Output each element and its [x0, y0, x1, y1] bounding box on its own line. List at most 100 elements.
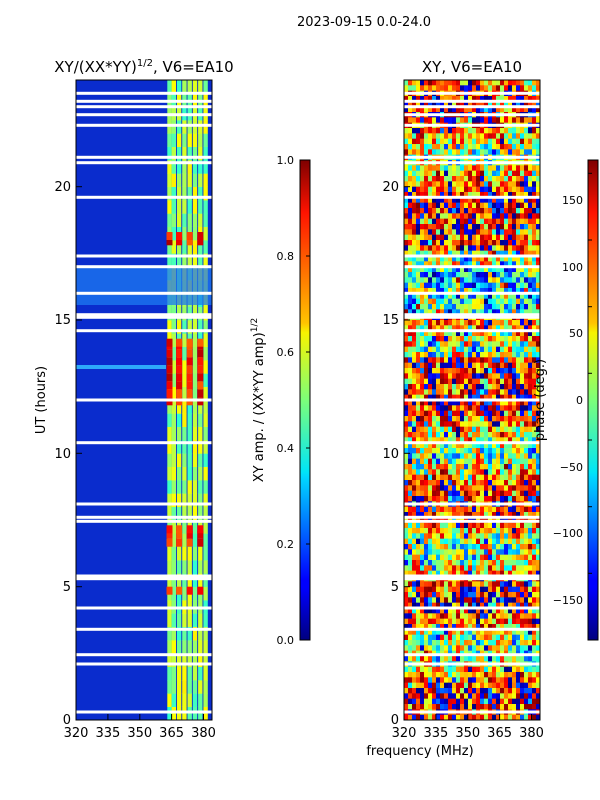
phase-cell	[408, 464, 413, 470]
phase-cell	[528, 704, 533, 710]
phase-cell	[516, 234, 521, 241]
phase-cell	[404, 288, 409, 294]
phase-cell	[464, 677, 469, 683]
phase-cell	[520, 128, 525, 134]
phase-cell	[456, 453, 461, 459]
phase-cell	[516, 170, 521, 177]
phase-cell	[480, 560, 485, 566]
phase-cell	[468, 586, 473, 593]
phase-cell	[488, 373, 493, 379]
phase-cell	[424, 453, 429, 459]
phase-cell	[452, 325, 457, 331]
phase-cell	[480, 565, 485, 571]
phase-cell	[496, 245, 501, 251]
phase-cell	[452, 197, 457, 203]
phase-cell	[488, 234, 493, 241]
phase-cell	[464, 208, 469, 214]
phase-cell	[404, 266, 409, 273]
phase-cell	[516, 528, 521, 534]
phase-cell	[460, 688, 465, 694]
phase-cell	[500, 389, 505, 395]
phase-cell	[408, 672, 413, 678]
phase-cell	[428, 117, 433, 123]
amplitude-flagged-rows	[76, 91, 212, 714]
phase-cell	[460, 602, 465, 609]
phase-cell	[468, 432, 473, 438]
phase-cell	[472, 682, 477, 689]
phase-cell	[472, 197, 477, 203]
phase-cell	[460, 266, 465, 273]
phase-cell	[524, 437, 529, 443]
phase-cell	[504, 197, 509, 203]
amplitude-channel-stripe	[171, 226, 176, 241]
phase-cell	[472, 400, 477, 406]
phase-cell	[488, 208, 493, 214]
phase-cell	[464, 234, 469, 241]
phase-cell	[508, 234, 513, 241]
phase-cell	[420, 453, 425, 459]
phase-cell	[464, 698, 469, 705]
amplitude-channel-stripe	[167, 693, 172, 707]
phase-cell	[504, 469, 509, 475]
phase-cell	[516, 149, 521, 155]
phase-cell	[408, 560, 413, 566]
phase-cell	[464, 266, 469, 273]
phase-cell	[488, 288, 493, 294]
phase-cell	[536, 170, 541, 177]
phase-cell	[496, 405, 501, 411]
phase-cell	[472, 266, 477, 273]
phase-cell	[436, 608, 441, 614]
phase-cell	[448, 240, 453, 246]
phase-cell	[500, 362, 505, 369]
phase-cell	[516, 282, 521, 289]
phase-cell	[460, 666, 465, 673]
amplitude-high-windows	[166, 232, 204, 595]
phase-cell	[444, 613, 449, 619]
phase-y-tick-label: 15	[382, 313, 399, 328]
phase-cell	[440, 293, 445, 299]
phase-cell	[536, 506, 541, 513]
phase-cell	[476, 96, 481, 102]
phase-cell	[428, 464, 433, 470]
phase-cell	[496, 272, 501, 278]
phase-cell	[448, 666, 453, 673]
phase-cell	[472, 469, 477, 475]
phase-cell	[520, 698, 525, 705]
amplitude-channel-stripe	[167, 440, 172, 454]
phase-cell	[516, 538, 521, 545]
phase-cell	[436, 544, 441, 550]
phase-cell	[512, 85, 517, 91]
phase-cell	[424, 624, 429, 630]
phase-cell	[524, 565, 529, 571]
amplitude-channel-stripe	[182, 666, 187, 681]
phase-cell	[508, 282, 513, 289]
amplitude-channel-stripe	[176, 200, 182, 214]
phase-cell	[476, 197, 481, 203]
phase-cell	[464, 170, 469, 177]
phase-cell	[460, 293, 465, 299]
phase-cell	[480, 250, 485, 257]
phase-cell	[420, 336, 425, 342]
phase-cell	[428, 416, 433, 422]
phase-cell	[504, 192, 509, 198]
phase-cell	[456, 437, 461, 443]
phase-cell	[496, 416, 501, 422]
phase-cell	[408, 554, 413, 561]
amplitude-channel-stripe	[198, 413, 203, 427]
phase-cell	[496, 613, 501, 619]
phase-cell	[532, 400, 537, 406]
phase-cell	[512, 416, 517, 422]
phase-cell	[448, 602, 453, 609]
phase-cell	[524, 672, 529, 678]
phase-cell	[448, 176, 453, 182]
phase-cell	[504, 682, 509, 689]
phase-cell	[496, 704, 501, 710]
phase-cell	[496, 656, 501, 662]
phase-cell	[516, 469, 521, 475]
phase-cell	[432, 549, 437, 555]
phase-cell	[452, 298, 457, 305]
phase-cell	[456, 277, 461, 283]
phase-cell	[476, 565, 481, 571]
phase-cell	[492, 293, 497, 299]
phase-cell	[472, 416, 477, 422]
